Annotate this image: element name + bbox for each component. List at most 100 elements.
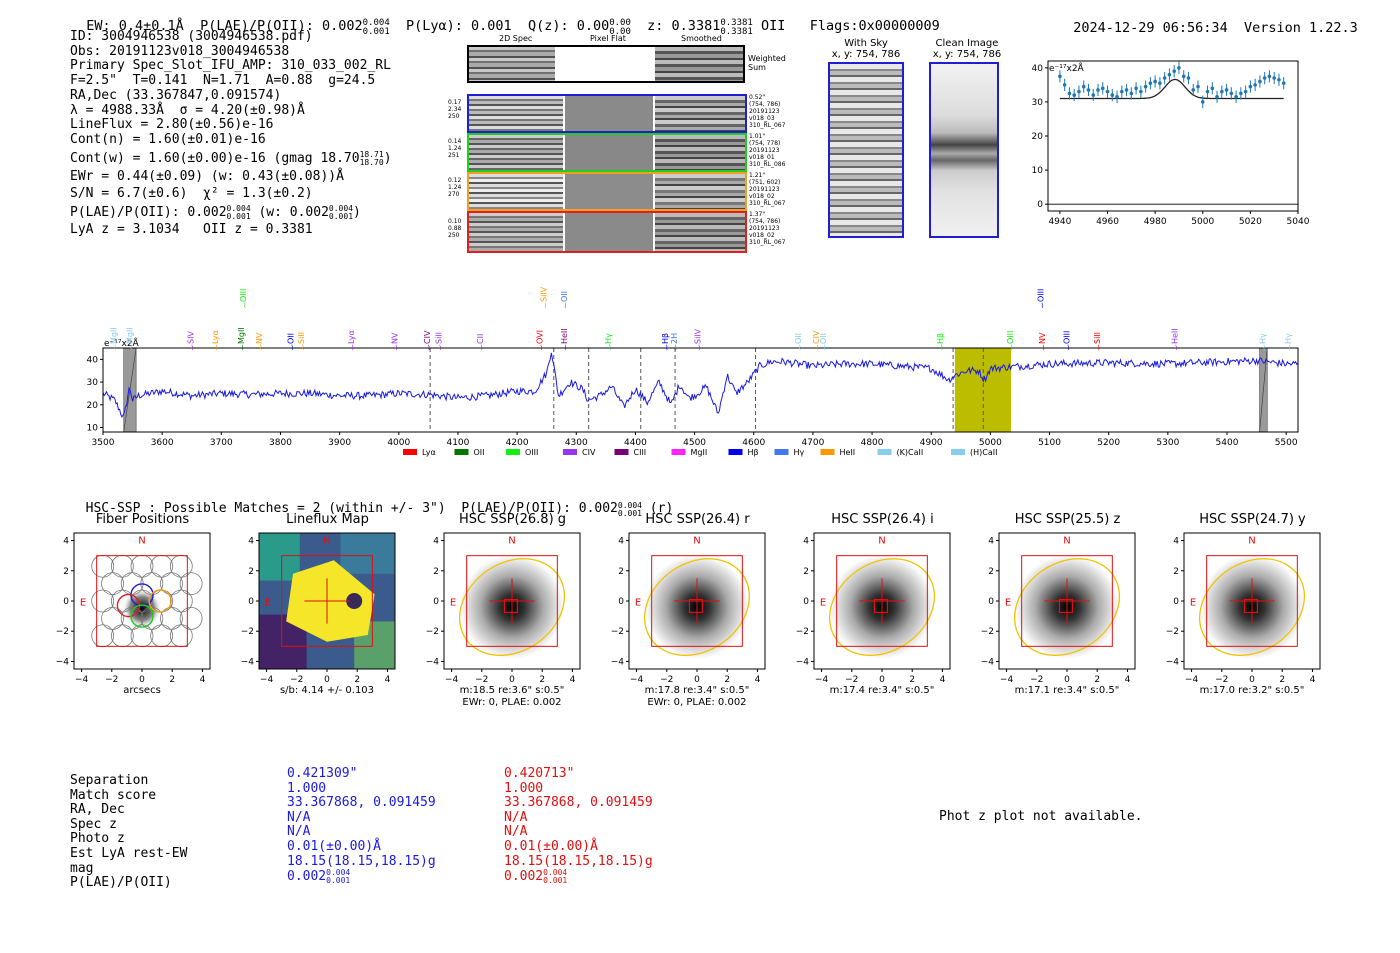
full-spectrum-chart: e⁻¹⁷x2Å 10 20 30 40 3500 3600 3700 3800 3900 4000… [87,286,1299,457]
image-panel-plot: N E −4 −4 −2 −2 0 0 2 2 4 4 m:17.8 re:3.4" s:0.5"EWr… [611,532,766,708]
emission-line-tick: ⌇ [241,344,244,352]
compass-e: E [450,598,456,609]
fit-model-line [1059,78,1284,100]
panel-ytick-label: 0 [248,597,254,607]
image-panel-title: HSC SSP(24.7) y [1199,512,1306,527]
emission-line-label: Hγ [1258,333,1267,344]
emission-line-label: MgII [237,327,246,344]
fiber-circle [160,572,183,596]
emission-line-label: OVI [536,330,545,344]
info-line: Cont(n) = 1.60(±0.01)e-16 [70,131,266,147]
table-label: Est LyA rest-EW [70,845,188,861]
panel-ytick-label: −4 [611,657,625,667]
emission-line-label: CII [476,334,485,344]
fit-data-point [1100,86,1105,91]
fit-data-point [1167,72,1172,77]
fit-data-point [1191,88,1196,92]
compass-n: N [878,536,885,547]
info-plae-lo: 0.001 [226,212,251,222]
fit-data-point [1196,84,1200,89]
aperture-box [96,555,188,647]
panel-xtick-label: 0 [324,675,330,685]
fiber-row-right-meta: 1.21" (751, 602) 20191123 v018_02 310_RL_067 [749,172,786,207]
panel-xtick-label: −4 [260,675,274,685]
table-cell: 0.420713" [504,766,575,781]
compass-n: N [1248,536,1255,547]
table-label: P(LAE)/P(OII) [70,875,172,891]
panel-xtick-label: −4 [630,675,644,685]
header-qz: Q(z): 0.00 [527,18,610,34]
panel-caption: EWr: 0, PLAE: 0.002 [647,697,746,708]
highlight-fiber [130,604,154,628]
compass-n: N [693,536,700,547]
fit-data-point [1186,76,1191,80]
fit-data-point [1267,74,1272,79]
info-line: LineFlux = 2.80(±0.56)e-16 [70,117,274,133]
panel-xtick-label: 4 [570,675,576,685]
info-plae-w-lo: 0.001 [328,212,354,222]
spectrum-xtick-label: 4700 [801,438,824,448]
panel-xtick-label: −2 [290,675,303,685]
legend-entry: Hγ [794,448,805,457]
legend-swatch [614,449,629,455]
header-flags: Flags:0x00000009 [809,18,940,34]
emission-line-label: SiII [297,332,306,344]
panel-ytick-label: 4 [803,537,809,547]
image-panel-title: Lineflux Map [286,512,369,527]
table-cell: 18.15(18.15,18.15)g [287,853,436,869]
fiber-circle [169,589,193,613]
col2-plae-lo: 0.001 [543,876,568,886]
fit-data-point [1105,89,1110,94]
fiber-circle [130,589,154,613]
image-panel-plot: N E −4 −4 −2 −2 0 0 2 2 4 4 arcsecs [56,532,211,696]
panel-ytick-label: −2 [611,627,624,637]
table-label: Match score [70,787,157,803]
spectrum-xtick-label: 3900 [328,438,351,448]
fit-data-point [1153,79,1157,84]
fit-ytick-label: 20 [1032,132,1044,142]
with-sky-image [828,62,904,238]
info-plae-text: P(LAE)/P(OII): 0.002 [70,205,227,221]
image-panel: Fiber Positions N E −4 −4 −2 −2 0 0 2 2 4 4 arcsecs [55,512,235,727]
info-lya-z: LyA z = 3.1034 OII z = 0.3381 [70,222,313,238]
fit-data-point [1234,94,1238,99]
emission-line-label: SiIV [540,286,549,302]
fit-data-point [1091,93,1096,97]
image-panel: HSC SSP(26.8) g N E −4 −4 −2 −2 0 0 2 2 4 4 m:18.5 re… [425,512,605,727]
emission-line-tick: ⌇ [1041,302,1044,310]
fiber-row-left-meta: 0.14 1.24 251 [448,138,462,159]
aperture-ellipse [1198,558,1306,656]
panel-ytick-label: 0 [433,597,439,607]
fit-data-point [1253,83,1257,87]
fit-data-point [1086,88,1091,92]
table-label: Spec z [70,816,117,832]
fit-data-point [1281,81,1286,85]
panel-caption: m:17.4 re:3.4" s:0.5" [830,685,935,696]
fiber-row-image [467,133,747,172]
spectrum-xtick-label: 4400 [624,438,647,448]
fiber-row: 0.10 0.88 250 1.37" (754, 786) 20191123 v018_… [448,211,793,253]
panel-xtick-label: 4 [755,675,761,685]
panel-ytick-label: 0 [803,597,809,607]
panel-ytick-label: 2 [1173,567,1179,577]
fiber-cutout-rows: 0.17 2.34 250 0.52" (754, 786) 20191123 v018_… [448,94,793,254]
header-plya: P(Lyα): 0.001 [406,18,512,34]
emission-line-tick: ⌇ [290,344,293,352]
image-panel-title: HSC SSP(26.4) r [645,512,750,527]
with-sky-title: With Sky [844,38,888,49]
compass-e: E [265,598,271,609]
emission-line-tick: ⌇ [1288,344,1291,352]
image-panel-plot: N E −4 −4 −2 −2 0 0 2 2 4 4 m:17.1 re:3.4" s:0.5" [981,532,1136,696]
spectrum-xtick-label: 4300 [565,438,588,448]
panel-ytick-label: 4 [433,537,439,547]
fit-xtick-label: 4960 [1096,217,1119,227]
fit-data-point [1058,74,1062,79]
panel-caption: s/b: 4.14 +/- 0.103 [280,685,374,696]
table-label: Photo z [70,831,125,847]
fit-data-point [1139,89,1143,94]
match-table-col2: 0.420713" 1.000 33.367868, 0.091459 N/A … [504,766,653,886]
emission-line-label: NV [255,332,264,344]
panel-xtick-label: 2 [1094,675,1100,685]
panel-ytick-label: 2 [988,567,994,577]
panel-ytick-label: −4 [796,657,810,667]
